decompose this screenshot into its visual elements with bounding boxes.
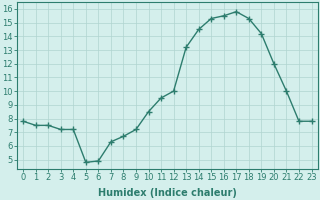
X-axis label: Humidex (Indice chaleur): Humidex (Indice chaleur)	[98, 188, 237, 198]
